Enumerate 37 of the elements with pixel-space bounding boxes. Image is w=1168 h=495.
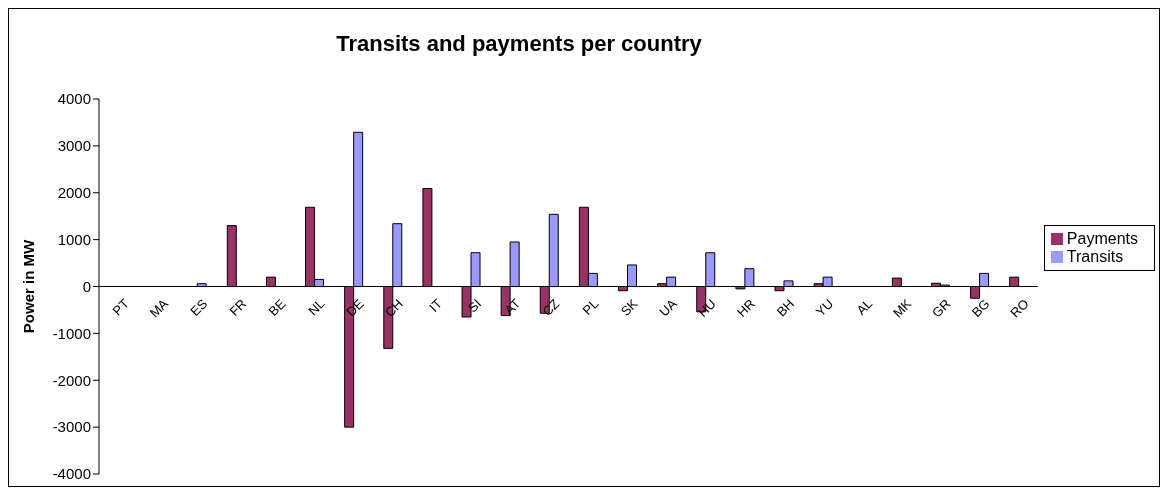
x-tick-label: HR (734, 296, 758, 320)
x-tick-label: DE (343, 295, 367, 320)
x-tick-label: CH (381, 296, 406, 320)
y-tick-label: -2000 (52, 371, 91, 389)
y-tick-label: -1000 (52, 324, 91, 342)
x-tick-label: BH (773, 296, 798, 320)
x-tick-label: BE (265, 295, 289, 319)
chart-title: Transits and payments per country (335, 31, 703, 57)
x-tick-label: AL (853, 296, 876, 318)
x-tick-label: SI (464, 296, 485, 316)
x-tick-label: MA (146, 295, 172, 321)
legend-label: Payments (1066, 229, 1138, 247)
y-tick-label: 1000 (57, 230, 91, 248)
x-tick-label: PL (579, 296, 602, 318)
x-tick-label: HU (694, 296, 719, 320)
y-tick-label: 0 (82, 277, 91, 295)
x-tick-label: GR (929, 296, 954, 321)
y-tick-label: 4000 (57, 90, 91, 108)
x-tick-label: MK (889, 295, 915, 321)
x-tick-label: NL (305, 296, 328, 319)
x-tick-label: AT (501, 295, 524, 318)
x-tick-label: RO (1007, 296, 1032, 321)
y-tick-label: 2000 (57, 184, 91, 202)
legend-label: Transits (1066, 247, 1124, 265)
x-tick-label: IT (426, 295, 445, 315)
y-tick-label: 3000 (57, 137, 91, 155)
x-tick-label: SK (617, 295, 641, 319)
y-tick-label: -3000 (52, 418, 91, 436)
x-tick-label: UA (656, 295, 680, 320)
x-tick-label: BG (968, 296, 993, 320)
x-tick-label: ES (187, 295, 211, 319)
x-tick-label: FR (226, 296, 250, 319)
x-tick-label: PT (109, 295, 133, 319)
x-tick-label: CZ (539, 295, 563, 319)
x-tick-label: YU (812, 296, 837, 320)
y-axis-title: Power in MW (20, 239, 38, 334)
y-tick-label: -4000 (52, 465, 91, 483)
